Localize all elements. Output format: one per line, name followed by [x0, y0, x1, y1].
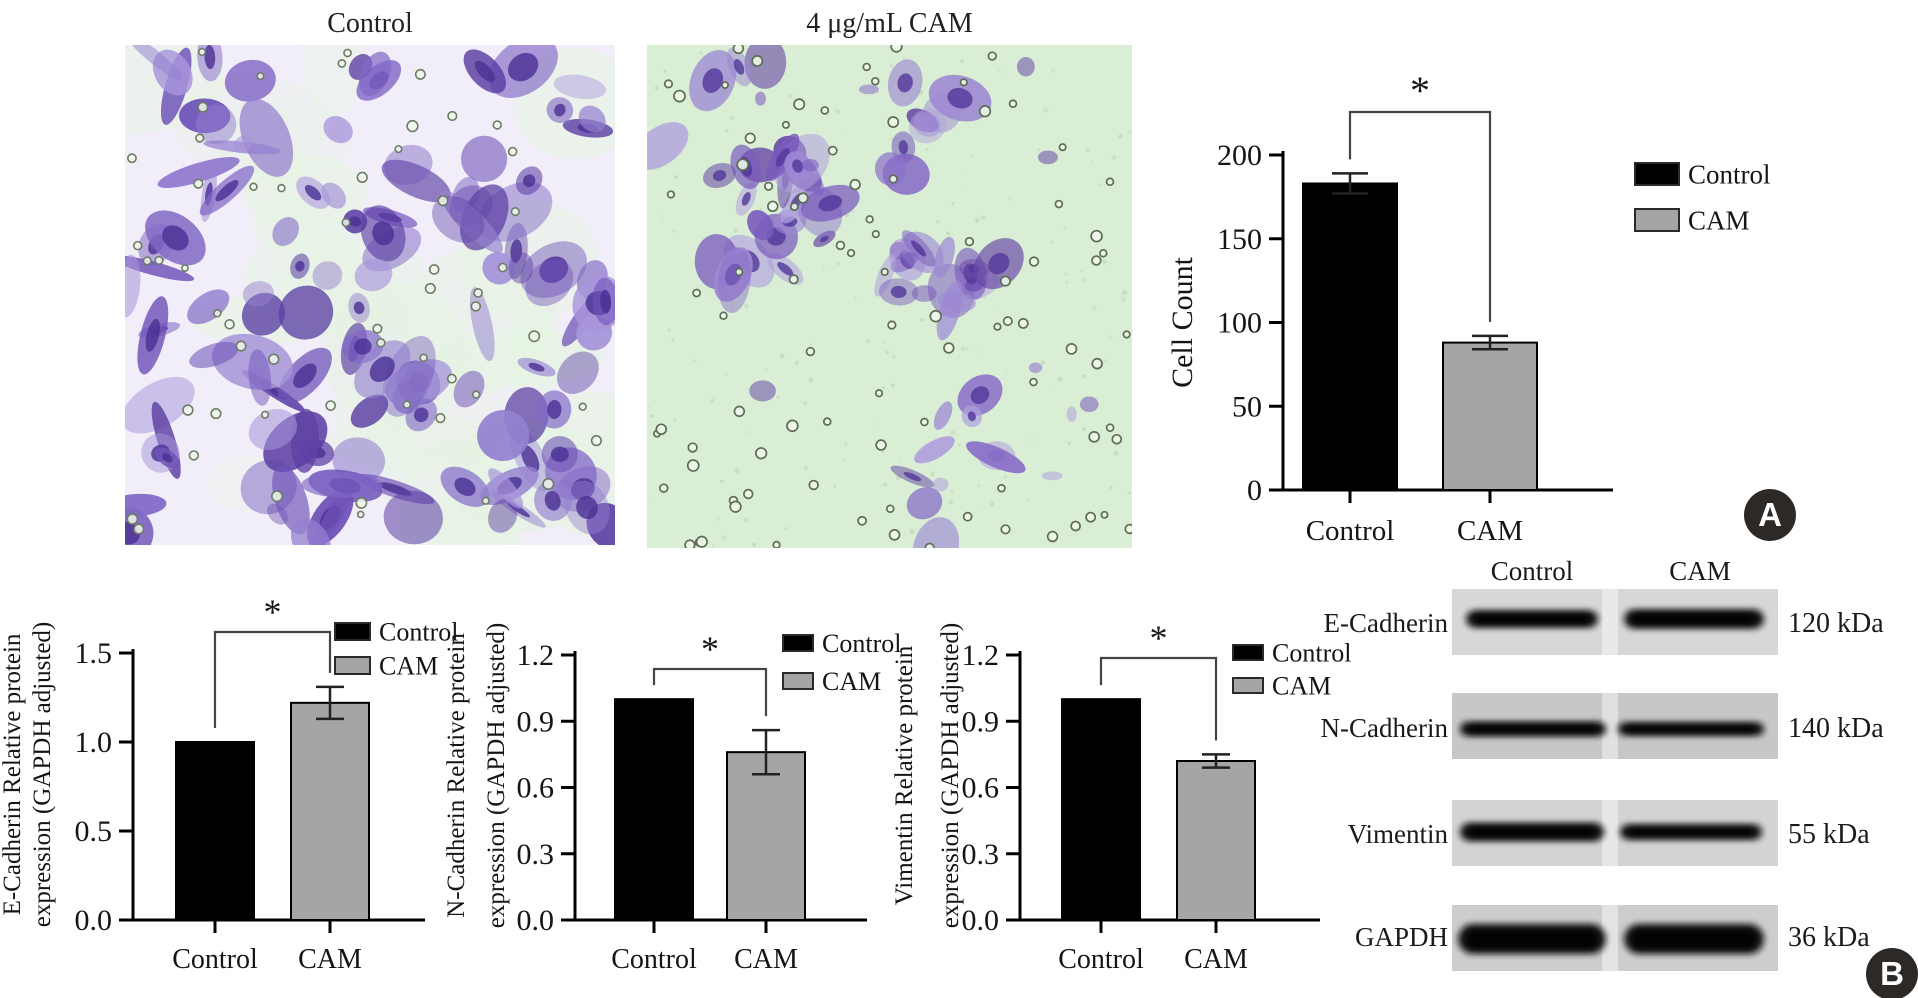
- svg-text:0.0: 0.0: [517, 904, 555, 937]
- svg-text:*: *: [701, 629, 719, 669]
- blot-strip-gapdh: [1452, 905, 1778, 971]
- svg-text:100: 100: [1217, 307, 1262, 340]
- vimentin-chart: 0.0 0.3 0.6 0.9 1.2 Control CAM * Vimentin Relat…: [891, 618, 1351, 975]
- svg-text:1.2: 1.2: [962, 639, 1000, 672]
- svg-text:1.0: 1.0: [75, 726, 113, 759]
- svg-text:*: *: [1150, 618, 1168, 658]
- blot-weight-vimentin: 55 kDa: [1788, 819, 1870, 850]
- svg-text:CAM: CAM: [379, 652, 438, 681]
- svg-text:150: 150: [1217, 223, 1262, 256]
- blot-strip-e-cadherin: [1452, 589, 1778, 655]
- svg-text:Control: Control: [1058, 944, 1144, 975]
- svg-text:expression (GAPDH adjusted): expression (GAPDH adjusted): [29, 622, 56, 928]
- svg-text:1.5: 1.5: [75, 637, 113, 670]
- svg-text:0.3: 0.3: [517, 838, 555, 871]
- svg-text:CAM: CAM: [734, 944, 798, 975]
- svg-text:0: 0: [1247, 474, 1262, 507]
- panel-a-badge: A: [1744, 489, 1796, 541]
- microscopy-title-cam: 4 μg/mL CAM: [806, 8, 973, 39]
- svg-text:50: 50: [1232, 390, 1262, 423]
- svg-text:CAM: CAM: [1184, 944, 1248, 975]
- e-cadherin-chart: 0.0 0.5 1.0 1.5 Control CAM * E-Cadherin Relati…: [0, 592, 458, 975]
- svg-text:0.9: 0.9: [962, 705, 1000, 738]
- cam-microscopy-image: [647, 45, 1132, 548]
- svg-text:Control: Control: [822, 629, 901, 658]
- svg-text:0.5: 0.5: [75, 815, 113, 848]
- svg-text:0.6: 0.6: [962, 772, 1000, 805]
- svg-text:0.9: 0.9: [517, 705, 555, 738]
- svg-text:0.3: 0.3: [962, 838, 1000, 871]
- blot-weight-e-cadherin: 120 kDa: [1788, 608, 1884, 639]
- svg-text:1.2: 1.2: [517, 639, 555, 672]
- svg-text:CAM: CAM: [1688, 205, 1750, 235]
- blot-row-label-gapdh: GAPDH: [1354, 922, 1448, 952]
- svg-text:N-Cadherin Relative protein: N-Cadherin Relative protein: [443, 633, 470, 918]
- svg-text:0.0: 0.0: [962, 904, 1000, 937]
- n-cadherin-chart: 0.0 0.3 0.6 0.9 1.2 Control CAM * N-Cadherin Rel…: [443, 623, 901, 975]
- cell-count-chart: 0 50 100 150 200 Control CAM * Cell Count Control…: [1166, 68, 1771, 547]
- svg-text:*: *: [1410, 68, 1430, 113]
- microscopy-title-control: Control: [327, 8, 413, 39]
- control-microscopy-image: [125, 45, 615, 545]
- panel-b-badge: B: [1866, 948, 1918, 998]
- svg-text:CAM: CAM: [1272, 672, 1331, 701]
- svg-text:expression (GAPDH adjusted): expression (GAPDH adjusted): [483, 623, 510, 929]
- svg-text:CAM: CAM: [822, 667, 881, 696]
- blot-row-label-e-cadherin: E-Cadherin: [1323, 608, 1448, 638]
- svg-text:expression (GAPDH adjusted): expression (GAPDH adjusted): [937, 623, 964, 929]
- svg-text:Control: Control: [379, 618, 458, 647]
- svg-text:Vimentin Relative protein: Vimentin Relative protein: [891, 645, 918, 905]
- svg-text:E-Cadherin Relative protein: E-Cadherin Relative protein: [0, 633, 26, 915]
- western-blot-panel: Control CAM E-Cadherin N-Cadherin Viment…: [1300, 550, 1918, 998]
- svg-text:Control: Control: [1306, 515, 1395, 547]
- svg-text:Control: Control: [172, 944, 258, 975]
- blot-weight-gapdh: 36 kDa: [1788, 922, 1870, 953]
- svg-text:Cell Count: Cell Count: [1166, 256, 1199, 388]
- svg-text:Control: Control: [611, 944, 697, 975]
- svg-text:0.6: 0.6: [517, 772, 555, 805]
- blot-strip-n-cadherin: [1452, 693, 1778, 759]
- svg-text:0.0: 0.0: [75, 904, 113, 937]
- svg-text:CAM: CAM: [298, 944, 362, 975]
- svg-text:CAM: CAM: [1457, 515, 1523, 547]
- blot-column-header-control: Control: [1490, 556, 1574, 586]
- blot-weight-n-cadherin: 140 kDa: [1788, 713, 1884, 744]
- svg-text:*: *: [264, 592, 282, 632]
- svg-text:Control: Control: [1688, 159, 1771, 189]
- blot-row-label-vimentin: Vimentin: [1347, 819, 1448, 849]
- blot-row-label-n-cadherin: N-Cadherin: [1320, 713, 1448, 743]
- svg-text:200: 200: [1217, 139, 1262, 172]
- blot-strip-vimentin: [1452, 800, 1778, 866]
- svg-text:Control: Control: [1272, 639, 1351, 668]
- blot-column-header-cam: CAM: [1669, 556, 1731, 586]
